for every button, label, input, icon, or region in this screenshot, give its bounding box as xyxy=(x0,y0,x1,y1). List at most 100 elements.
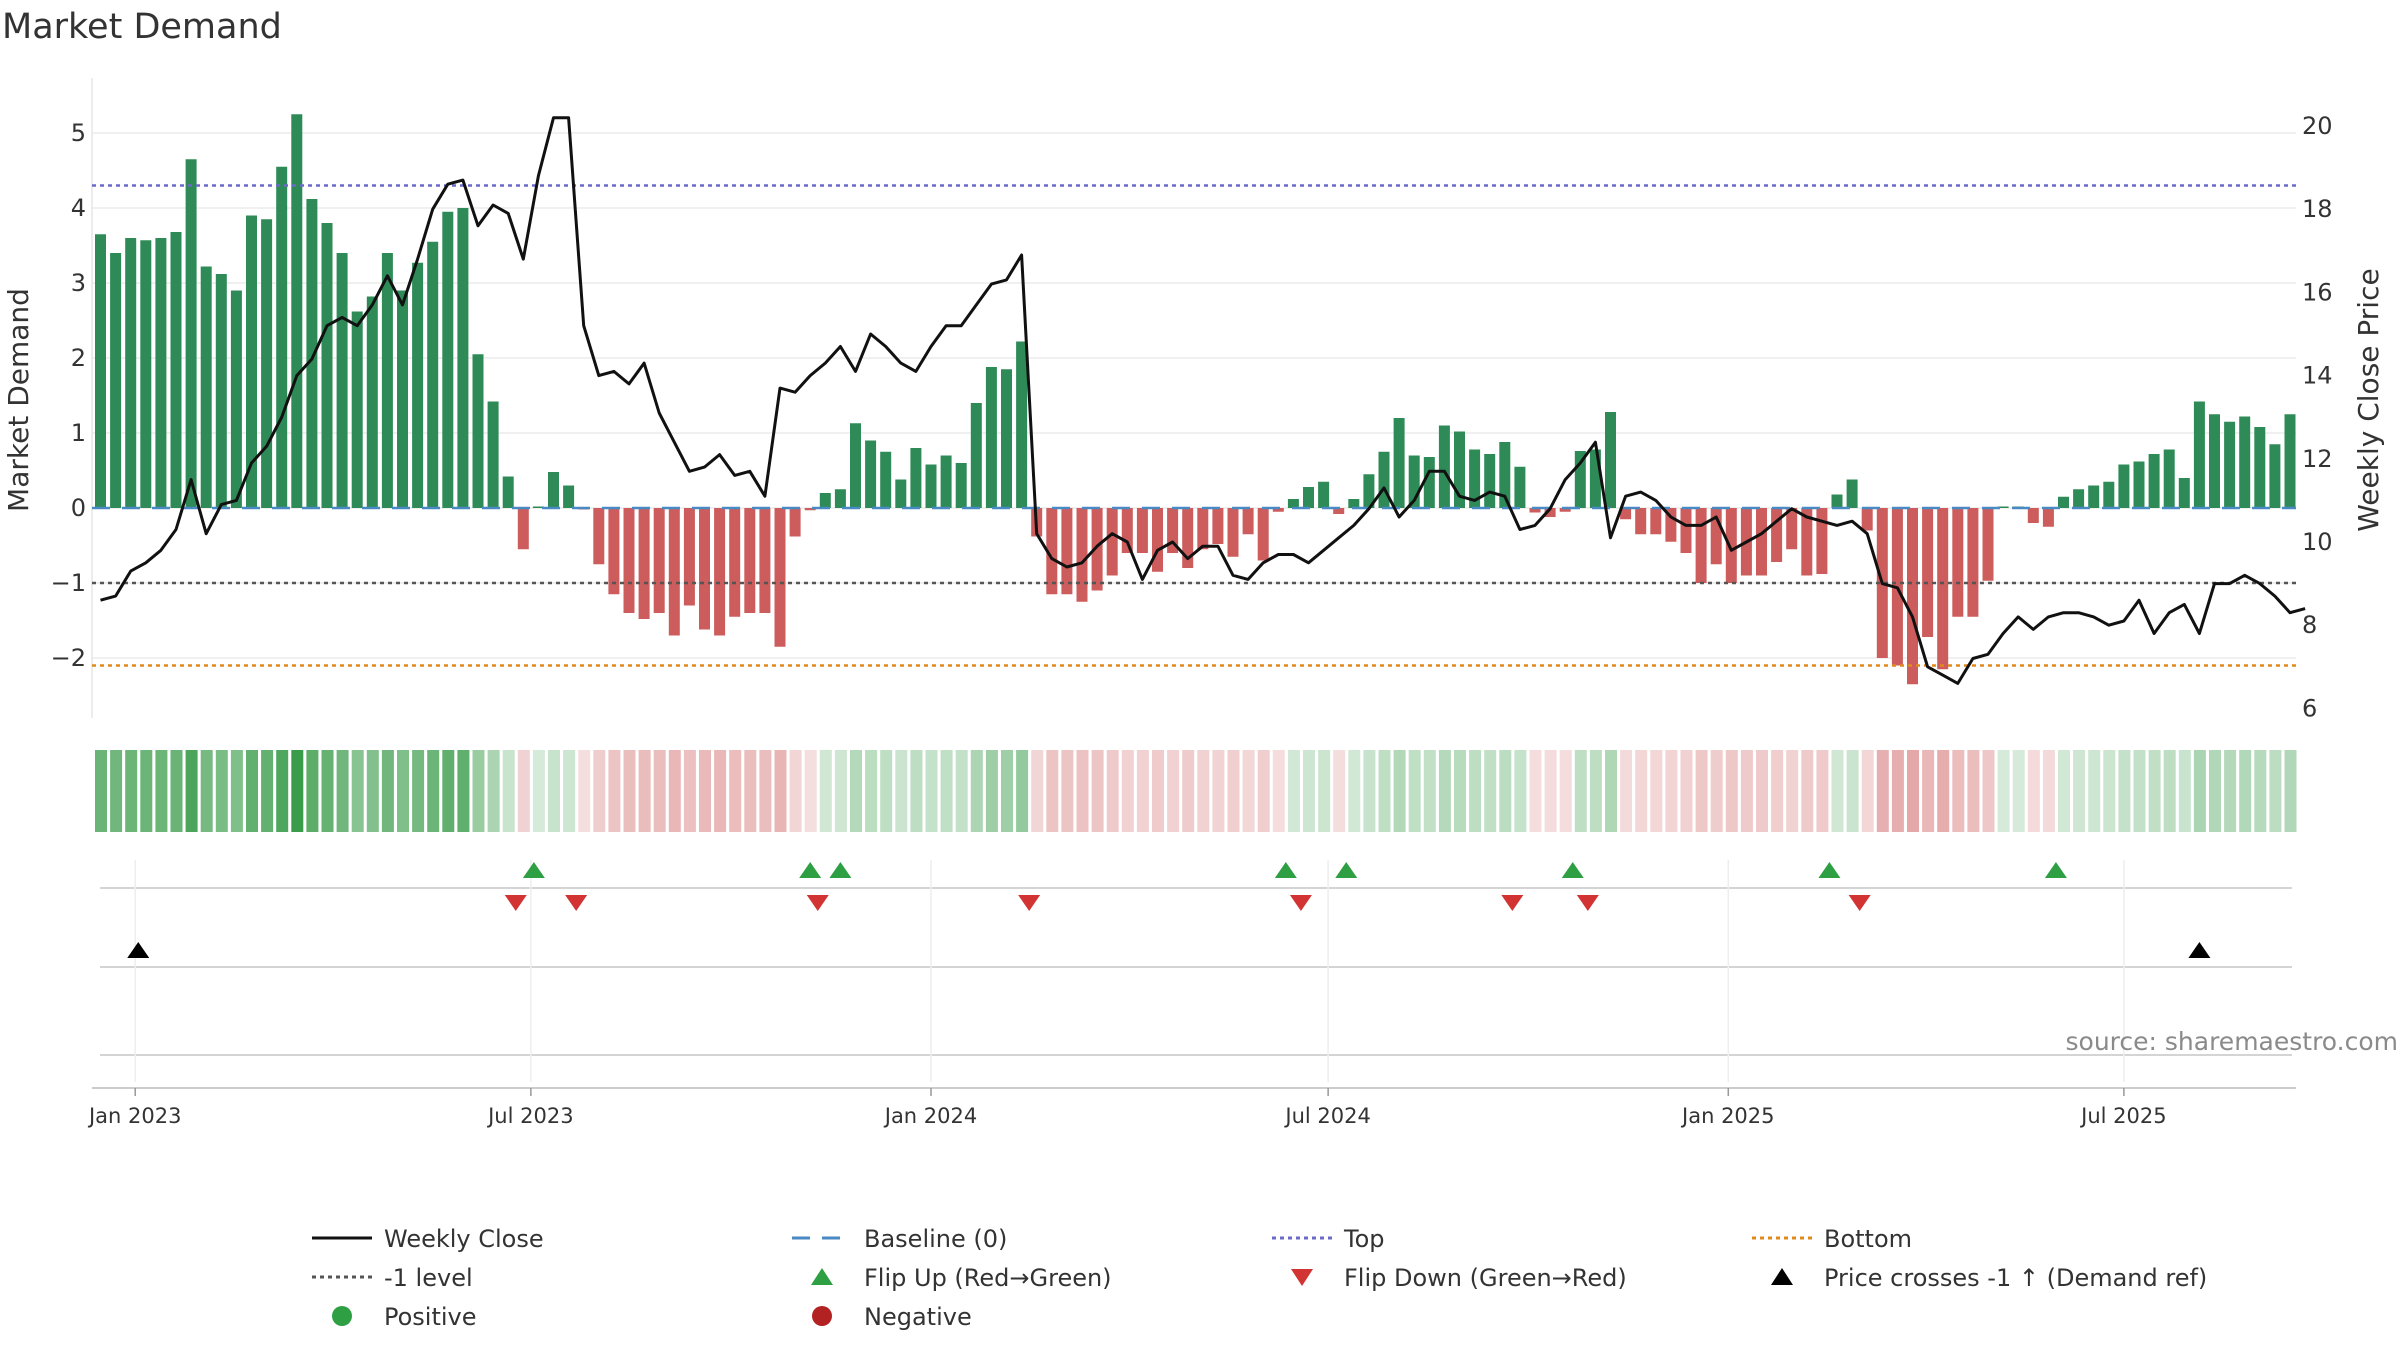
demand-bar xyxy=(2163,449,2175,508)
flip-down-marker xyxy=(1848,895,1871,911)
demand-bar xyxy=(125,238,137,508)
heat-strip-cell xyxy=(1891,750,1904,832)
y-left-tick-label: −2 xyxy=(51,644,86,672)
flip-down-marker xyxy=(1576,895,1599,911)
heat-strip-cell xyxy=(1771,750,1784,832)
heat-strip-cell xyxy=(246,750,258,832)
heat-strip-cell xyxy=(1846,750,1859,832)
heat-strip-cell xyxy=(1318,750,1331,832)
heat-strip-cell xyxy=(1907,750,1919,832)
demand-bar xyxy=(744,508,756,613)
x-tick-label: Jan 2023 xyxy=(87,1104,182,1128)
demand-bar xyxy=(1469,449,1481,508)
y-left-tick-label: 5 xyxy=(71,119,86,147)
heat-strip-cell xyxy=(1589,750,1602,832)
heat-strip-cell xyxy=(2209,750,2221,832)
signal-markers xyxy=(100,860,2292,1082)
price-cross-marker xyxy=(2188,942,2211,958)
demand-bar xyxy=(1182,508,1194,568)
heat-strip-cell xyxy=(1076,750,1089,832)
y-left-axis-label: Market Demand xyxy=(2,288,35,512)
heat-strip-cell xyxy=(1484,750,1497,832)
heat-strip-cell xyxy=(2148,750,2161,832)
y-right-tick-label: 16 xyxy=(2302,278,2333,306)
demand-bar xyxy=(1393,418,1405,508)
demand-bar xyxy=(819,493,831,508)
demand-bar xyxy=(774,508,786,647)
heat-strip-cell xyxy=(412,750,425,832)
heat-strip-cell xyxy=(1333,750,1346,832)
legend-item: Flip Up (Red→Green) xyxy=(811,1264,1112,1292)
legend-item: Weekly Close xyxy=(312,1225,544,1253)
heat-strip-cell xyxy=(1257,750,1270,832)
heat-strip-cell xyxy=(1922,750,1935,832)
flip-down-marker xyxy=(1018,895,1041,911)
demand-bar xyxy=(306,199,318,508)
heat-strip-cell xyxy=(306,750,319,832)
legend-circle-icon xyxy=(332,1306,352,1326)
demand-bar xyxy=(2133,461,2145,508)
heat-strip-cell xyxy=(985,750,998,832)
heat-strip-cell xyxy=(774,750,787,832)
demand-bar xyxy=(563,485,575,508)
heat-strip-cell xyxy=(1605,750,1617,832)
legend-label: Flip Down (Green→Red) xyxy=(1344,1264,1627,1292)
heat-strip-cell xyxy=(1121,750,1134,832)
demand-bar xyxy=(457,208,469,508)
demand-bar xyxy=(321,223,333,508)
y-left-tick-label: 4 xyxy=(71,194,86,222)
heat-strip-cell xyxy=(517,750,530,832)
heat-strip-cell xyxy=(880,750,893,832)
heat-strip-cell xyxy=(1348,750,1361,832)
heat-strip-cell xyxy=(1544,750,1557,832)
demand-bar xyxy=(593,508,605,565)
heat-strip-cell xyxy=(1680,750,1693,832)
demand-bar xyxy=(155,238,167,508)
heat-strip-cell xyxy=(895,750,908,832)
heat-strip-cell xyxy=(1423,750,1436,832)
demand-bar xyxy=(1952,508,1964,617)
demand-bar xyxy=(200,266,212,508)
legend-item: -1 level xyxy=(312,1264,473,1292)
heat-strip-cell xyxy=(2103,750,2116,832)
demand-bar xyxy=(623,508,635,613)
demand-bar xyxy=(1287,499,1299,508)
demand-bar xyxy=(910,448,922,508)
heat-strip-cell xyxy=(1408,750,1421,832)
heat-strip-cell xyxy=(1801,750,1814,832)
heat-strip-cell xyxy=(668,750,681,832)
source-credit: source: sharemaestro.com xyxy=(2066,1027,2399,1056)
legend-label: Weekly Close xyxy=(384,1225,544,1253)
heat-strip-cell xyxy=(623,750,636,832)
legend-item: Top xyxy=(1272,1225,1385,1253)
heat-strip-cell xyxy=(1650,750,1663,832)
demand-bar xyxy=(1695,508,1707,583)
heat-strip-cell xyxy=(1046,750,1059,832)
heat-strip-cell xyxy=(140,750,153,832)
heat-strip-cell xyxy=(291,750,304,832)
legend-item: Price crosses -1 ↑ (Demand ref) xyxy=(1771,1264,2207,1292)
demand-bar xyxy=(668,508,680,636)
heat-strip-cell xyxy=(940,750,953,832)
heat-strip-cell xyxy=(1499,750,1512,832)
demand-bar xyxy=(1816,508,1828,574)
demand-bar xyxy=(1982,508,1994,581)
heat-strip-cell xyxy=(1514,750,1527,832)
demand-bar xyxy=(925,464,937,508)
demand-bar xyxy=(834,489,846,508)
demand-bar xyxy=(985,367,997,508)
demand-bar xyxy=(1559,508,1571,512)
heat-strip-cell xyxy=(1303,750,1315,832)
legend-label: Price crosses -1 ↑ (Demand ref) xyxy=(1824,1264,2207,1292)
heat-strip-cell xyxy=(472,750,485,832)
demand-bar xyxy=(472,354,484,508)
heat-strip-cell xyxy=(1212,750,1225,832)
heat-strip-cell xyxy=(1876,750,1889,832)
heat-strip-cell xyxy=(608,750,621,832)
demand-bar xyxy=(185,159,197,508)
flip-down-marker xyxy=(806,895,829,911)
demand-bar xyxy=(1016,341,1028,508)
heat-strip-cell xyxy=(1831,750,1844,832)
heat-strip-cell xyxy=(2224,750,2237,832)
heat-strip-cell xyxy=(1559,750,1572,832)
